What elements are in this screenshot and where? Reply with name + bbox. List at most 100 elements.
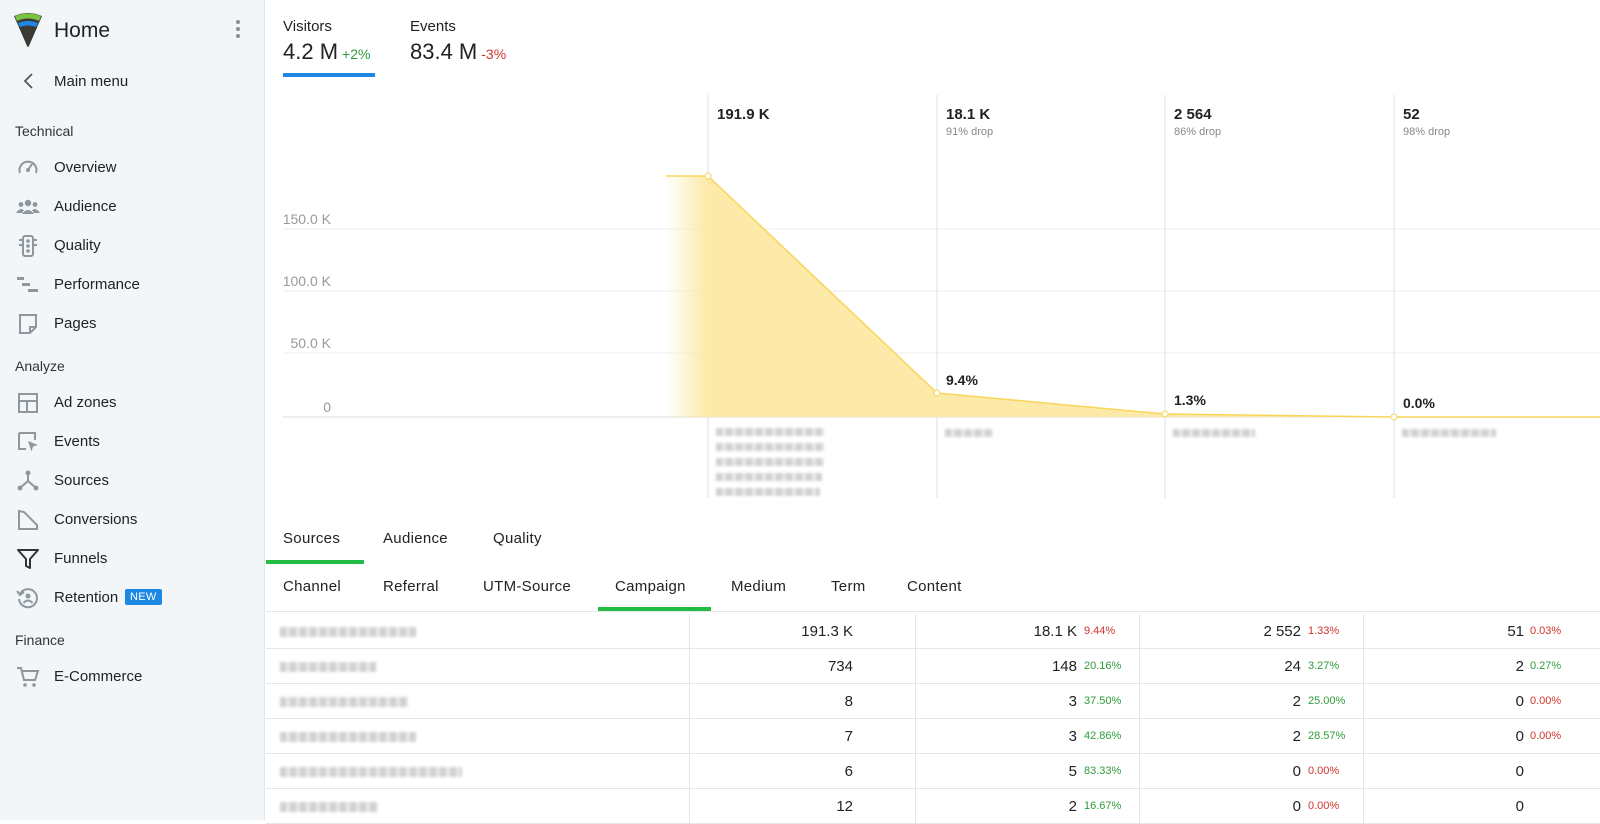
redacted-step-name [716, 488, 820, 496]
sidebar-item-performance[interactable]: Performance [0, 268, 265, 302]
tab-sources[interactable]: Sources [283, 530, 341, 547]
tab-campaign[interactable]: Campaign [615, 578, 686, 595]
table-cell: 2 28.57% [1140, 719, 1364, 754]
cell-value: 734 [827, 658, 853, 675]
table-row[interactable]: 7 3 42.86% 2 28.57% 0 0.00% [266, 719, 1600, 754]
row-name-cell [266, 684, 690, 719]
funnel-point [1390, 413, 1398, 421]
main-menu-link[interactable]: Main menu [0, 66, 265, 96]
tab-active-indicator [598, 607, 711, 611]
tab-term[interactable]: Term [831, 578, 866, 595]
table-cell: 24 3.27% [1140, 649, 1364, 684]
y-tick-label: 0 [323, 399, 331, 415]
table-row[interactable]: 191.3 K 18.1 K 9.44% 2 552 1.33% 51 0.03% [266, 614, 1600, 649]
table-cell: 2 16.67% [916, 789, 1140, 824]
tab-audience[interactable]: Audience [383, 530, 448, 547]
tab-quality[interactable]: Quality [493, 530, 542, 547]
step-rate: 0.0% [1403, 395, 1435, 411]
cell-percent: 3.27% [1308, 660, 1340, 672]
cell-value: 0 [1515, 763, 1524, 780]
more-options-icon[interactable] [233, 20, 243, 42]
row-name-cell [266, 649, 690, 684]
y-tick-label: 50.0 K [290, 335, 331, 351]
funnel-chart: 150.0 K 100.0 K 50.0 K 0 191.9 K 18.1 K … [266, 90, 1600, 500]
table-row[interactable]: 8 3 37.50% 2 25.00% 0 0.00% [266, 684, 1600, 719]
sidebar-item-e-commerce[interactable]: E-Commerce [0, 660, 265, 694]
sidebar-item-funnels[interactable]: Funnels [0, 542, 265, 576]
chevron-left-icon [23, 73, 33, 89]
table-row[interactable]: 12 2 16.67% 0 0.00% 0 [266, 789, 1600, 824]
table-cell: 12 [690, 789, 916, 824]
cell-value: 0 [1515, 728, 1524, 745]
table-cell: 2 0.27% [1364, 649, 1600, 684]
table-cell: 0 [1364, 754, 1600, 789]
tab-medium[interactable]: Medium [731, 578, 787, 595]
logo-icon [14, 13, 42, 47]
kpi-delta: +2% [342, 46, 371, 62]
sidebar-item-label: Retention [54, 589, 119, 606]
cell-value: 2 [1292, 693, 1301, 710]
sidebar-item-conversions[interactable]: Conversions [0, 503, 265, 537]
sidebar-item-label: Sources [54, 472, 110, 489]
cell-percent: 25.00% [1308, 695, 1346, 707]
cursor-click-icon [18, 432, 38, 452]
table-cell: 191.3 K [690, 614, 916, 649]
sidebar-item-ad-zones[interactable]: Ad zones [0, 386, 265, 420]
cell-percent: 0.03% [1530, 625, 1562, 637]
kpi-value: 4.2 M +2% [283, 39, 370, 65]
cell-value: 8 [844, 693, 853, 710]
redacted-row-name [280, 732, 416, 742]
main-menu-label: Main menu [54, 73, 129, 90]
table-cell: 3 37.50% [916, 684, 1140, 719]
table-cell: 7 [690, 719, 916, 754]
kpi-visitors[interactable]: Visitors 4.2 M +2% [283, 18, 370, 65]
step-value: 2 564 [1174, 106, 1212, 123]
tab-channel[interactable]: Channel [283, 578, 341, 595]
sidebar-item-label: Performance [54, 276, 140, 293]
funnel-chart-svg [283, 95, 1600, 498]
table-row[interactable]: 734 148 20.16% 24 3.27% 2 0.27% [266, 649, 1600, 684]
sidebar-item-pages[interactable]: Pages [0, 307, 265, 341]
funnel-icon [17, 549, 39, 569]
redacted-step-name [716, 428, 824, 436]
new-badge: NEW [125, 589, 162, 605]
cell-value: 2 [1292, 728, 1301, 745]
main-content: Visitors 4.2 M +2% Events 83.4 M -3% [266, 0, 1600, 824]
cell-percent: 16.67% [1084, 800, 1122, 812]
table-cell: 6 [690, 754, 916, 789]
table-cell: 51 0.03% [1364, 614, 1600, 649]
y-tick-label: 150.0 K [282, 211, 331, 227]
row-name-cell [266, 719, 690, 754]
gridlines [283, 228, 1600, 418]
tab-content[interactable]: Content [907, 578, 962, 595]
sidebar-item-retention[interactable]: Retention NEW [0, 581, 265, 615]
step-value: 191.9 K [717, 106, 770, 123]
sidebar-item-quality[interactable]: Quality [0, 229, 265, 263]
table-cell: 3 42.86% [916, 719, 1140, 754]
cell-value: 191.3 K [801, 623, 853, 640]
table-cell: 0 [1364, 789, 1600, 824]
gantt-icon [17, 277, 38, 292]
step-dividers [707, 95, 1395, 498]
tab-referral[interactable]: Referral [383, 578, 439, 595]
primary-tabs: Sources Audience Quality [266, 520, 1600, 564]
funnel-point [933, 389, 941, 397]
cell-percent: 9.44% [1084, 625, 1116, 637]
sidebar-item-audience[interactable]: Audience [0, 190, 265, 224]
funnel-area [708, 176, 1600, 417]
table-row[interactable]: 6 5 83.33% 0 0.00% 0 [266, 754, 1600, 789]
kpi-delta: -3% [481, 46, 507, 62]
sidebar-item-label: Ad zones [54, 394, 117, 411]
cell-percent: 0.27% [1530, 660, 1562, 672]
sidebar-item-sources[interactable]: Sources [0, 464, 265, 498]
sidebar-item-label: Conversions [54, 511, 138, 528]
sidebar-item-events[interactable]: Events [0, 425, 265, 459]
redacted-step-name [945, 429, 993, 437]
layout-icon [18, 393, 38, 413]
kpi-label: Events [410, 18, 456, 35]
sidebar-item-label: Events [54, 433, 100, 450]
redacted-step-name [1173, 429, 1255, 437]
tab-utm-source[interactable]: UTM-Source [483, 578, 572, 595]
kpi-events[interactable]: Events 83.4 M -3% [410, 18, 506, 65]
sidebar-item-overview[interactable]: Overview [0, 151, 265, 185]
